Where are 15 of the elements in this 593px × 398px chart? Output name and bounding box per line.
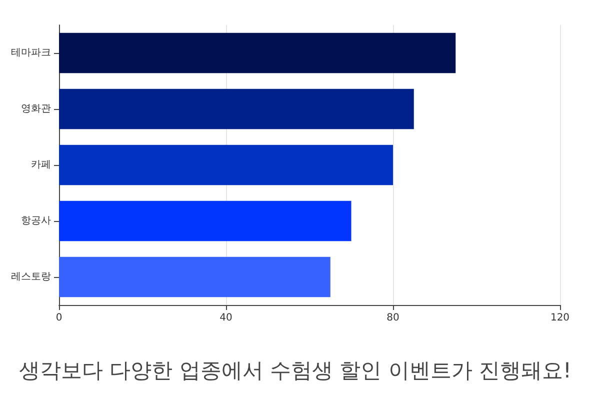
y-tick-label: 항공사: [21, 216, 51, 226]
x-tick-label: 40: [220, 312, 232, 324]
x-tick-label: 120: [550, 312, 570, 324]
bar: [59, 256, 330, 298]
y-tick-label: 레스토랑: [11, 272, 51, 282]
y-tick-label: 카페: [31, 160, 51, 170]
y-tick-label: 테마파크: [11, 48, 51, 58]
x-tick-label: 80: [386, 312, 400, 324]
y-tick-label: 영화관: [21, 104, 51, 114]
bar: [59, 32, 456, 74]
bar: [59, 88, 414, 130]
bar: [59, 144, 393, 186]
x-tick-label: 0: [56, 312, 62, 324]
bar: [59, 200, 352, 242]
text: 생각보다 다양한 업종에서 수험생 할인 이벤트가 진행돼요!: [19, 358, 572, 382]
